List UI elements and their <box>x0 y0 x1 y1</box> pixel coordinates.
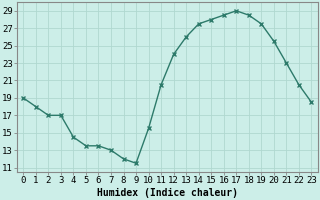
X-axis label: Humidex (Indice chaleur): Humidex (Indice chaleur) <box>97 188 238 198</box>
